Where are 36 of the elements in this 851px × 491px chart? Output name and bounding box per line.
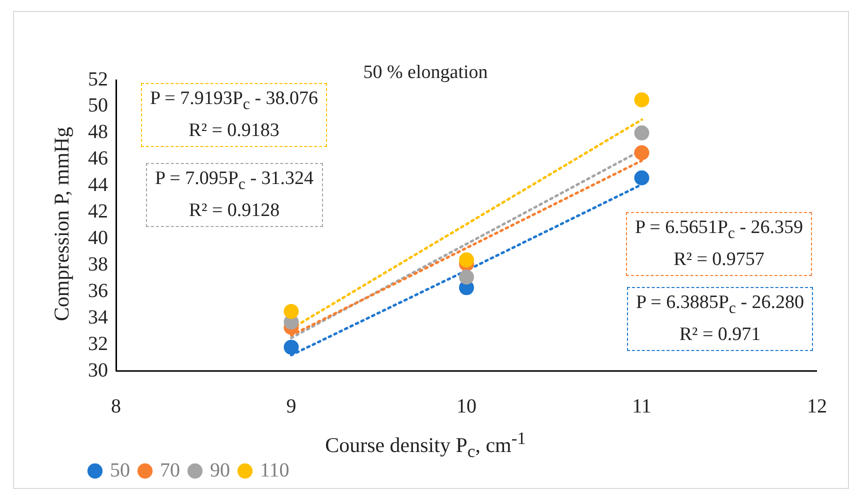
point — [634, 92, 650, 108]
chart-title: 50 % elongation — [363, 62, 488, 83]
equation-box: P = 7.9193P$_{c}$ - 38.076 R² = 0.9183 — [141, 83, 328, 147]
x-tick-label: 9 — [286, 395, 296, 418]
equation-box: P = 6.5651P$_{c}$ - 26.359 R² = 0.9757 — [626, 212, 812, 276]
point — [459, 252, 474, 268]
y-tick-label: 52 — [88, 68, 108, 90]
y-tick-label: 38 — [88, 253, 108, 276]
y-tick-label: 36 — [88, 280, 108, 302]
y-tick-label: 40 — [88, 226, 108, 249]
y-tick-label: 32 — [88, 332, 108, 355]
point — [634, 145, 650, 160]
legend-label: 50 — [110, 459, 130, 482]
point — [284, 340, 299, 355]
point — [634, 125, 650, 140]
equation-box: P = 7.095P$_{c}$ - 31.324 R² = 0.9128 — [146, 163, 323, 227]
point — [284, 304, 299, 319]
y-tick-label: 34 — [88, 306, 108, 328]
legend-label: 110 — [260, 459, 290, 482]
x-tick-label: 11 — [632, 395, 652, 418]
x-tick-label: 12 — [807, 395, 827, 418]
x-tick-label: 8 — [111, 395, 121, 418]
y-tick-label: 30 — [88, 359, 108, 382]
y-tick-label: 48 — [88, 121, 108, 144]
y-tick-label: 44 — [88, 174, 108, 196]
x-axis-title: Course density P$_{c}$, cm$^{-1}$ — [325, 428, 526, 462]
y-tick-label: 50 — [88, 94, 108, 117]
equation-box: P = 6.3885P$_{c}$ - 26.280 R² = 0.971 — [627, 287, 814, 351]
point — [634, 170, 650, 186]
x-tick-label: 10 — [456, 395, 476, 418]
legend-label: 90 — [210, 459, 230, 482]
y-tick-label: 42 — [88, 200, 108, 223]
point — [459, 270, 474, 285]
legend-label: 70 — [160, 459, 180, 482]
y-tick-label: 46 — [88, 148, 108, 170]
y-axis-title: Compression P, mmHg — [50, 126, 74, 322]
